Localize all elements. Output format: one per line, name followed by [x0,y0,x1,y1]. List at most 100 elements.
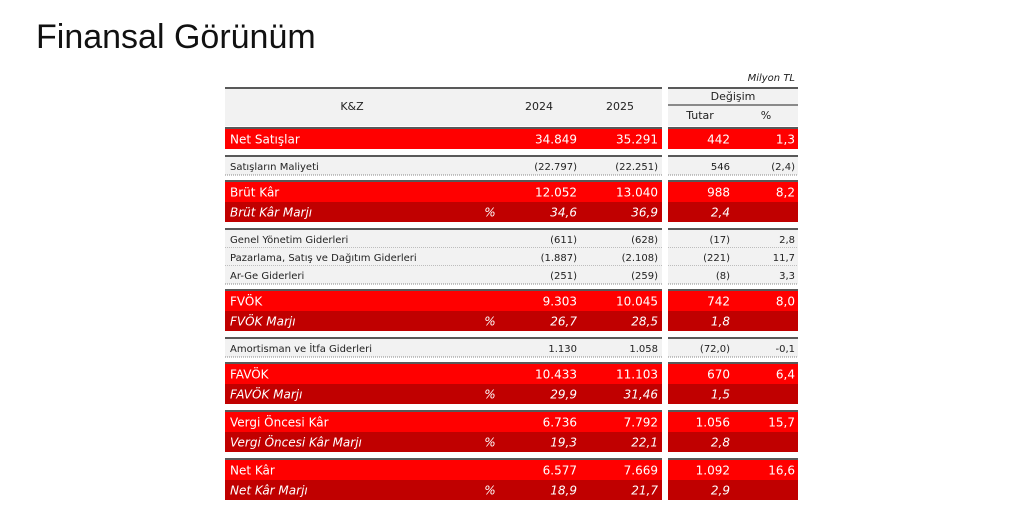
row-bg [225,311,662,331]
column-header: 2024 [525,100,553,113]
cell-y2025: (628) [631,235,658,246]
cell-change-pct: 8,2 [776,186,795,200]
cell-y2025: (2.108) [622,253,659,264]
cell-y2024: 18,9 [550,484,577,498]
cell-label: Net Kâr [230,464,275,478]
cell-change: 1,8 [711,315,730,329]
cell-y2024: (1.887) [541,253,578,264]
cell-y2025: 28,5 [631,315,658,329]
row-bg [225,248,662,266]
row-bg [225,432,662,452]
cell-change: (221) [703,253,730,264]
unit-note: Milyon TL [748,73,795,84]
cell-change: 1.092 [696,464,730,478]
row-bg [668,266,798,284]
cell-change: 442 [707,133,730,147]
cell-y2024: 12.052 [535,186,577,200]
cell-change-pct: 15,7 [768,416,795,430]
row-bg [225,157,662,175]
cell-y2024: 29,9 [550,388,577,402]
cell-change: 546 [711,162,730,173]
row-bg [225,129,662,149]
cell-y2025: 13.040 [616,186,658,200]
cell-label: Brüt Kâr [230,186,279,200]
cell-change-pct: (2,4) [771,162,795,173]
cell-change: (72,0) [700,344,730,355]
cell-y2024: 6.577 [543,464,577,478]
cell-y2024: 1.130 [548,344,577,355]
cell-change-pct: 11,7 [773,253,795,264]
cell-y2025: 7.669 [624,464,658,478]
row-bg [668,384,798,404]
column-header: K&Z [340,100,364,113]
cell-y2025: 1.058 [629,344,658,355]
cell-label: Vergi Öncesi Kâr [230,414,329,430]
cell-y2025: 36,9 [631,206,658,220]
cell-y2025: (259) [631,271,658,282]
row-bg [225,266,662,284]
cell-y2025: 35.291 [616,133,658,147]
row-bg [668,480,798,500]
cell-y2025: 7.792 [624,416,658,430]
cell-unit: % [484,315,495,329]
row-bg [668,202,798,222]
cell-label: Ar-Ge Giderleri [230,271,304,282]
cell-unit: % [484,388,495,402]
cell-y2024: 26,7 [550,315,577,329]
cell-change: 988 [707,186,730,200]
cell-y2025: 22,1 [631,436,658,450]
row-bg [668,182,798,202]
cell-change-pct: 8,0 [776,295,795,309]
cell-change-pct: 16,6 [768,464,795,478]
cell-change: 1,5 [711,388,730,402]
column-header: Değişim [711,90,756,103]
cell-change-pct: 1,3 [776,133,795,147]
cell-y2024: (611) [550,235,577,246]
row-bg [668,157,798,175]
row-bg [668,460,798,480]
cell-y2024: 34,6 [550,206,577,220]
row-bg [668,311,798,331]
row-bg [668,248,798,266]
cell-change-pct: 2,8 [779,235,795,246]
cell-label: Satışların Maliyeti [230,162,319,173]
cell-change: 2,8 [711,436,730,450]
row-bg [225,182,662,202]
cell-y2024: 9.303 [543,295,577,309]
cell-label: Genel Yönetim Giderleri [230,235,348,246]
cell-unit: % [484,436,495,450]
column-header: Tutar [685,109,714,122]
cell-change-pct: 6,4 [776,368,795,382]
cell-y2024: 34.849 [535,133,577,147]
cell-label: Brüt Kâr Marjı [230,206,312,220]
cell-y2025: 31,46 [624,388,659,402]
cell-change: (17) [709,235,730,246]
header-bg [668,89,798,126]
header-bg [225,89,662,126]
cell-change: 1.056 [696,416,730,430]
cell-change: 670 [707,368,730,382]
row-bg [225,364,662,384]
cell-y2024: 19,3 [550,436,577,450]
cell-change-pct: -0,1 [775,344,795,355]
cell-change: 742 [707,295,730,309]
cell-change: (8) [716,271,730,282]
cell-label: FAVÖK Marjı [230,386,302,402]
cell-label: FVÖK [230,293,263,309]
cell-y2025: 21,7 [631,484,658,498]
cell-unit: % [484,206,495,220]
row-bg [668,339,798,357]
cell-change: 2,4 [711,206,730,220]
cell-label: Amortisman ve İtfa Giderleri [230,342,372,355]
cell-y2025: 11.103 [616,368,658,382]
cell-y2025: (22.251) [615,162,658,173]
row-bg [668,129,798,149]
row-bg [668,432,798,452]
row-bg [225,412,662,432]
cell-label: Vergi Öncesi Kâr Marjı [230,434,362,450]
row-bg [668,291,798,311]
cell-y2025: 10.045 [616,295,658,309]
row-bg [668,364,798,384]
